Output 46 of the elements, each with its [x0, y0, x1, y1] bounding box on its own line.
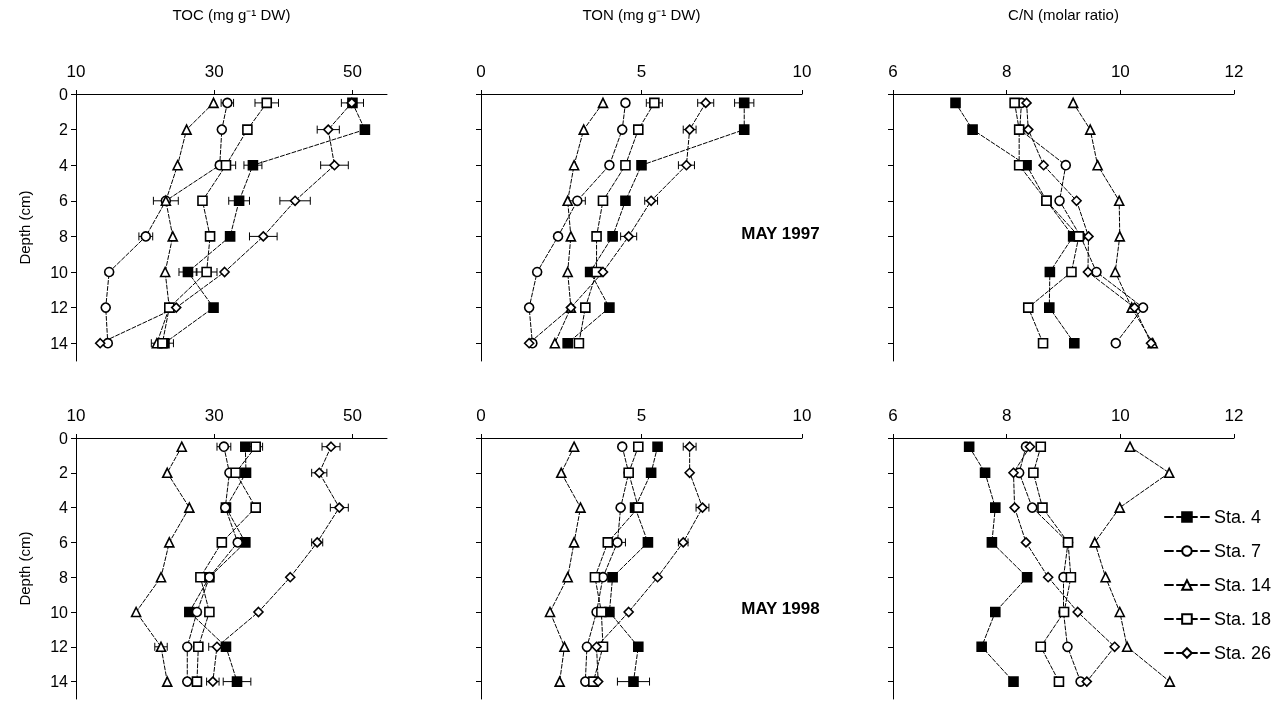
y-tick-label: 6	[59, 533, 69, 551]
x-tick-label: 6	[888, 406, 898, 425]
x-tick-label: 30	[204, 62, 224, 81]
y-axis-title: Depth (cm)	[16, 531, 33, 606]
y-tick-label: 8	[59, 227, 69, 245]
y-tick-label: 8	[59, 568, 69, 586]
x-tick-label: 12	[1224, 62, 1244, 81]
legend-label: Sta. 7	[1213, 541, 1261, 561]
x-tick-label: 5	[636, 406, 647, 425]
x-tick-label: 50	[342, 406, 362, 425]
legend-label: Sta. 4	[1213, 507, 1261, 527]
x-axis-title: C/N (molar ratio)	[1008, 6, 1119, 23]
y-tick-label: 10	[50, 263, 69, 281]
y-tick-label: 12	[50, 299, 69, 317]
legend-label: Sta. 14	[1213, 575, 1272, 595]
legend-label: Sta. 26	[1213, 643, 1272, 663]
y-tick-label: 10	[50, 603, 69, 621]
y-tick-label: 2	[59, 121, 69, 139]
x-tick-label: 12	[1224, 406, 1244, 425]
x-tick-label: 50	[342, 62, 362, 81]
x-tick-label: 10	[792, 62, 812, 81]
legend-label: Sta. 18	[1213, 609, 1272, 629]
y-tick-label: 2	[59, 464, 69, 482]
x-axis-title: TON (mg g⁻¹ DW)	[582, 6, 701, 23]
x-tick-label: 8	[1001, 406, 1012, 425]
y-tick-label: 4	[59, 156, 69, 174]
x-tick-label: 30	[204, 406, 224, 425]
x-tick-label: 8	[1001, 62, 1012, 81]
y-axis-title: Depth (cm)	[16, 190, 33, 265]
x-tick-label: 10	[1110, 406, 1130, 425]
y-tick-label: 14	[50, 673, 69, 691]
x-tick-label: 10	[1110, 62, 1130, 81]
y-tick-label: 12	[50, 638, 69, 656]
x-tick-label: 10	[792, 406, 812, 425]
x-tick-label: 6	[888, 62, 898, 81]
y-tick-label: 6	[59, 192, 69, 210]
annotation: MAY 1998	[741, 599, 820, 618]
x-axis-title: TOC (mg g⁻¹ DW)	[172, 6, 291, 23]
y-tick-label: 0	[59, 429, 69, 447]
annotation: MAY 1997	[741, 224, 820, 243]
x-tick-label: 0	[476, 406, 486, 425]
x-tick-label: 5	[636, 62, 647, 81]
x-tick-label: 0	[476, 62, 486, 81]
y-tick-label: 4	[59, 499, 69, 517]
y-tick-label: 0	[59, 85, 69, 103]
y-tick-label: 14	[50, 334, 69, 352]
